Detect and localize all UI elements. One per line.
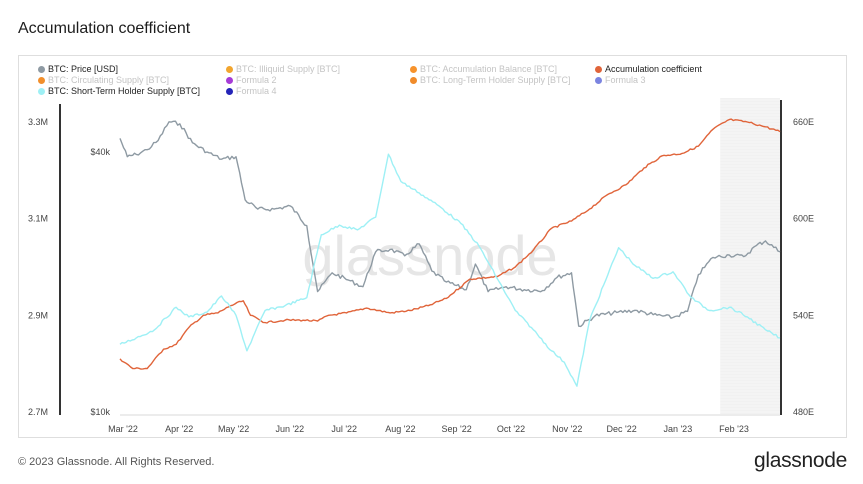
legend-dot-icon bbox=[38, 66, 45, 73]
accumulation-coefficient-line bbox=[119, 118, 781, 370]
legend-dot-icon bbox=[226, 88, 233, 95]
legend-item[interactable]: Formula 2 bbox=[226, 75, 277, 86]
watermark-text: glassnode bbox=[302, 224, 557, 287]
price-axis-tick-label: $10k bbox=[90, 407, 110, 417]
price-line bbox=[119, 120, 781, 328]
x-axis-tick-label: Sep '22 bbox=[442, 424, 472, 434]
legend-item[interactable]: BTC: Short-Term Holder Supply [BTC] bbox=[38, 86, 200, 97]
legend-label: BTC: Accumulation Balance [BTC] bbox=[420, 64, 558, 74]
legend-dot-icon bbox=[595, 77, 602, 84]
legend-label: Formula 2 bbox=[236, 75, 277, 85]
x-axis-tick-label: Dec '22 bbox=[607, 424, 637, 434]
legend-dot-icon bbox=[410, 66, 417, 73]
legend-dot-icon bbox=[410, 77, 417, 84]
short-term-holder-supply-line bbox=[119, 153, 781, 387]
right-axis-tick-label: 480E bbox=[793, 407, 814, 417]
chart-title: Accumulation coefficient bbox=[18, 20, 191, 37]
legend-label: BTC: Price [USD] bbox=[48, 64, 119, 74]
brand-logo: glassnode bbox=[753, 449, 847, 472]
legend-dot-icon bbox=[226, 66, 233, 73]
price-axis-tick-label: $40k bbox=[90, 147, 110, 157]
legend-dot-icon bbox=[595, 66, 602, 73]
left-axis-tick-label: 2.7M bbox=[28, 407, 48, 417]
copyright-text: © 2023 Glassnode. All Rights Reserved. bbox=[18, 456, 215, 468]
x-axis-tick-label: Apr '22 bbox=[165, 424, 193, 434]
x-axis-tick-label: Aug '22 bbox=[385, 424, 415, 434]
legend-item[interactable]: Formula 4 bbox=[226, 86, 277, 97]
x-axis-tick-label: Feb '23 bbox=[719, 424, 749, 434]
x-axis-tick-label: Mar '22 bbox=[108, 424, 138, 434]
legend-label: BTC: Short-Term Holder Supply [BTC] bbox=[48, 86, 201, 96]
legend-label: Formula 3 bbox=[605, 75, 646, 85]
right-axis-tick-label: 600E bbox=[793, 214, 814, 224]
legend-label: Accumulation coefficient bbox=[605, 64, 702, 74]
legend-label: Formula 4 bbox=[236, 86, 277, 96]
x-axis-tick-label: Oct '22 bbox=[497, 424, 525, 434]
x-axis-tick-label: Nov '22 bbox=[552, 424, 582, 434]
legend-item[interactable]: BTC: Price [USD] bbox=[38, 64, 118, 75]
left-axis-tick-label: 3.1M bbox=[28, 214, 48, 224]
legend-item[interactable]: Formula 3 bbox=[595, 75, 646, 86]
x-axis-tick-label: Jul '22 bbox=[331, 424, 357, 434]
left-axis-tick-label: 3.3M bbox=[28, 117, 48, 127]
legend-label: BTC: Circulating Supply [BTC] bbox=[48, 75, 170, 85]
legend-item[interactable]: BTC: Accumulation Balance [BTC] bbox=[410, 64, 557, 75]
chart-panel bbox=[18, 55, 847, 438]
legend-dot-icon bbox=[226, 77, 233, 84]
left-axis-tick-label: 2.9M bbox=[28, 310, 48, 320]
legend-label: BTC: Long-Term Holder Supply [BTC] bbox=[420, 75, 571, 85]
legend-item[interactable]: BTC: Circulating Supply [BTC] bbox=[38, 75, 169, 86]
x-axis-tick-label: Jan '23 bbox=[663, 424, 692, 434]
right-axis-tick-label: 660E bbox=[793, 117, 814, 127]
x-axis-tick-label: Jun '22 bbox=[275, 424, 304, 434]
x-axis-tick-label: May '22 bbox=[218, 424, 249, 434]
legend-item[interactable]: BTC: Illiquid Supply [BTC] bbox=[226, 64, 340, 75]
legend-dot-icon bbox=[38, 88, 45, 95]
legend-item[interactable]: BTC: Long-Term Holder Supply [BTC] bbox=[410, 75, 571, 86]
legend-dot-icon bbox=[38, 77, 45, 84]
right-axis-tick-label: 540E bbox=[793, 310, 814, 320]
legend-item[interactable]: Accumulation coefficient bbox=[595, 64, 702, 75]
legend-label: BTC: Illiquid Supply [BTC] bbox=[236, 64, 341, 74]
